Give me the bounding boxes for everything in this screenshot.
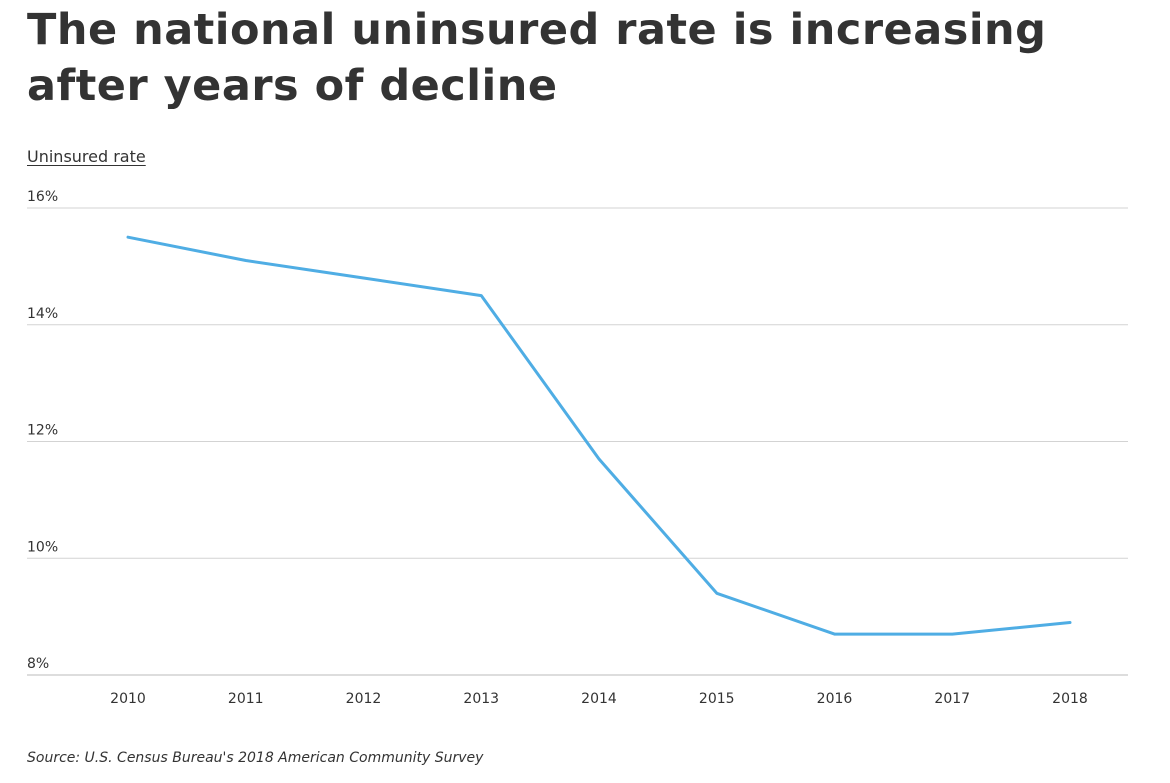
x-tick-label: 2014 [581,691,617,707]
y-tick-label: 14% [27,306,58,322]
series-layer [126,235,1072,636]
x-tick-label: 2011 [228,691,264,707]
x-tick-label: 2018 [1052,691,1088,707]
source-note: Source: U.S. Census Bureau's 2018 Americ… [27,750,484,766]
y-tick-labels: 16% 14% 12% 10% 8% [27,189,58,672]
y-tick-label: 12% [27,423,58,439]
x-tick-label: 2010 [110,691,146,707]
x-tick-labels: 2010 2011 2012 2013 2014 2015 2016 2017 2018 [110,691,1088,707]
x-tick-label: 2013 [463,691,499,707]
y-tick-label: 16% [27,189,58,205]
x-tick-label: 2016 [817,691,853,707]
x-tick-label: 2015 [699,691,735,707]
y-tick-label: 8% [27,656,49,672]
chart-title: The national uninsured rate is increasin… [27,5,1047,111]
x-tick-label: 2012 [346,691,382,707]
x-tick-label: 2017 [934,691,970,707]
y-axis-label: Uninsured rate [27,147,146,166]
gridlines [27,207,1128,676]
y-tick-label: 10% [27,539,58,555]
series-line [126,235,1072,636]
